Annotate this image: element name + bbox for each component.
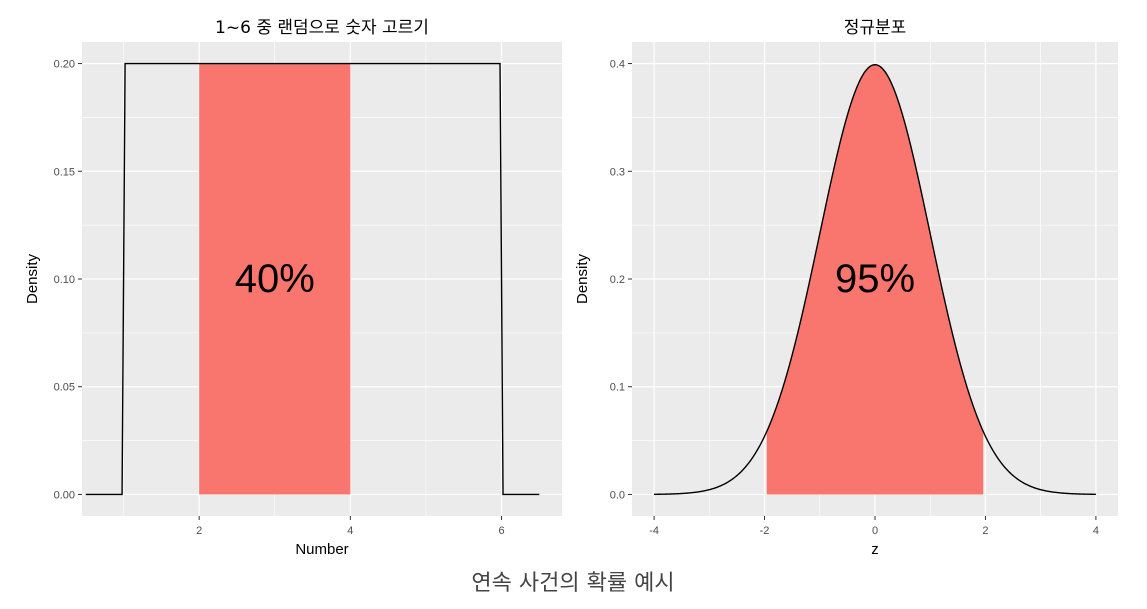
y-tick-label: 0.3 [610,166,625,178]
chart-title: 정규분포 [844,18,907,38]
axis-ticks: -4 -2 0 2 4 0.0 0.1 0.2 0.3 0.4 [610,59,1099,537]
x-tick-label: 4 [347,525,353,537]
y-tick-label: 0.10 [54,274,75,286]
y-tick-label: 0.0 [610,489,625,501]
x-tick-label: 0 [872,525,878,537]
x-tick-label: 2 [982,525,988,537]
x-tick-label: -2 [760,525,770,537]
figure-caption: 연속 사건의 확률 예시 [471,571,674,596]
y-tick-label: 0.4 [610,59,625,71]
x-tick-label: 6 [498,525,504,537]
y-tick-label: 0.00 [54,489,75,501]
x-tick-label: 4 [1093,525,1099,537]
normal-panel: -4 -2 0 2 4 0.0 0.1 0.2 0.3 0.4 정규분포 z Density 95… [574,18,1118,558]
y-tick-label: 0.15 [54,166,75,178]
density-line [654,63,1096,496]
probability-annotation: 95% [835,257,915,301]
shaded-area [199,63,351,495]
y-tick-label: 0.2 [610,274,625,286]
y-axis-label: Density [574,253,591,304]
x-tick-label: -4 [649,525,659,537]
chart-marks [85,62,540,496]
x-axis-label: z [871,541,879,558]
x-tick-label: 2 [196,525,202,537]
shaded-area [766,64,984,495]
y-tick-label: 0.20 [54,59,75,71]
y-axis-label: Density [24,253,41,304]
y-tick-label: 0.05 [54,382,75,394]
axis-ticks: 2 4 6 0.00 0.05 0.10 0.15 0.20 [54,59,505,537]
y-tick-label: 0.1 [610,382,625,394]
uniform-panel: 2 4 6 0.00 0.05 0.10 0.15 0.20 1~6 중 랜덤으로 숫자 고르… [24,18,562,558]
x-axis-label: Number [295,541,348,558]
probability-annotation: 40% [235,257,315,301]
chart-title: 1~6 중 랜덤으로 숫자 고르기 [215,18,429,38]
chart-marks [654,63,1096,496]
density-line [85,62,540,496]
